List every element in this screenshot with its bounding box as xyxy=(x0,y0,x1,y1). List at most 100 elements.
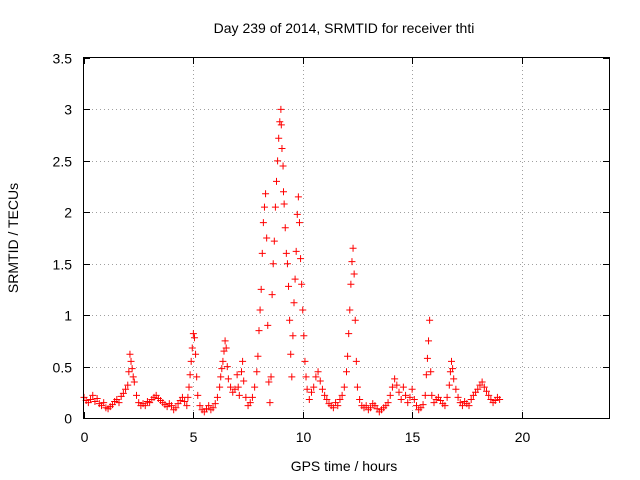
data-point xyxy=(348,258,356,266)
data-point xyxy=(286,316,294,324)
data-point xyxy=(217,373,225,381)
data-point xyxy=(267,373,275,381)
data-point xyxy=(384,399,392,407)
data-point xyxy=(285,282,293,290)
data-point xyxy=(340,383,348,391)
data-point xyxy=(283,260,291,268)
data-point xyxy=(264,321,272,329)
data-point xyxy=(287,350,295,358)
data-point xyxy=(421,391,429,399)
data-point xyxy=(194,391,202,399)
data-point xyxy=(314,368,322,376)
data-point xyxy=(388,383,396,391)
data-point xyxy=(485,391,493,399)
data-point xyxy=(100,399,108,407)
data-point xyxy=(186,371,194,379)
data-point xyxy=(274,157,282,165)
data-point xyxy=(391,375,399,383)
data-point xyxy=(221,337,229,345)
data-point xyxy=(408,385,416,393)
data-point xyxy=(316,377,324,385)
x-tick-label: 0 xyxy=(81,429,89,445)
data-point xyxy=(350,270,358,278)
data-point xyxy=(257,285,265,293)
data-point xyxy=(308,388,315,396)
data-point xyxy=(346,306,354,314)
data-point xyxy=(452,385,460,393)
y-tick-label: 2 xyxy=(64,205,72,221)
data-point xyxy=(115,399,123,407)
data-point xyxy=(338,391,346,399)
data-point xyxy=(192,350,200,358)
data-point xyxy=(351,316,359,324)
data-point xyxy=(345,330,353,338)
data-point xyxy=(256,306,264,314)
data-point xyxy=(449,365,457,373)
data-point xyxy=(128,365,136,373)
data-point xyxy=(127,357,135,365)
data-point xyxy=(190,334,198,342)
data-point xyxy=(130,378,138,386)
x-tick-label: 5 xyxy=(190,429,198,445)
data-point xyxy=(441,402,449,410)
data-point xyxy=(260,203,268,211)
data-point xyxy=(254,352,262,360)
points-layer xyxy=(80,105,504,416)
data-point xyxy=(467,395,475,403)
data-point xyxy=(427,368,435,376)
data-point xyxy=(290,299,298,307)
data-point xyxy=(188,344,196,352)
y-tick-label: 1.5 xyxy=(53,257,73,273)
data-point xyxy=(270,237,278,245)
data-point xyxy=(301,357,309,365)
data-point xyxy=(253,368,261,376)
data-point xyxy=(496,395,504,403)
data-point xyxy=(262,190,270,198)
data-point xyxy=(280,188,287,196)
data-point xyxy=(299,306,307,314)
data-point xyxy=(300,332,308,340)
data-point xyxy=(349,244,357,252)
data-point xyxy=(259,219,267,227)
data-point xyxy=(422,371,430,379)
data-point xyxy=(310,383,318,391)
data-point xyxy=(293,210,301,218)
data-point xyxy=(129,373,137,381)
data-point xyxy=(227,383,235,391)
data-point xyxy=(458,402,466,410)
data-point xyxy=(443,393,451,401)
data-point xyxy=(305,395,313,403)
data-point xyxy=(343,368,350,376)
data-point xyxy=(425,337,433,345)
data-point xyxy=(426,316,434,324)
data-point xyxy=(233,371,241,379)
y-axis-title: SRMTID / TECUs xyxy=(5,183,21,293)
data-point xyxy=(238,368,245,376)
data-point xyxy=(329,404,337,412)
data-point xyxy=(483,387,490,395)
data-point xyxy=(277,105,285,113)
data-point xyxy=(125,368,133,376)
x-tick-label: 20 xyxy=(515,429,531,445)
data-point xyxy=(122,385,130,393)
data-point xyxy=(87,395,95,403)
axis-layer: 0 5 10 15 20 0 0.5 1 1.5 2 2.5 3 3.5 xyxy=(53,51,609,445)
data-point xyxy=(187,357,195,365)
data-point xyxy=(224,375,232,383)
data-point xyxy=(397,395,405,403)
data-point xyxy=(465,402,473,410)
data-point xyxy=(347,280,355,288)
data-point xyxy=(297,255,305,263)
data-point xyxy=(239,357,247,365)
data-point xyxy=(323,395,331,403)
data-point xyxy=(235,391,243,399)
data-point xyxy=(448,357,455,365)
data-point xyxy=(279,162,287,170)
data-point xyxy=(271,203,279,211)
data-point xyxy=(189,330,197,338)
data-point xyxy=(312,373,320,381)
data-point xyxy=(141,402,149,410)
data-point xyxy=(356,395,364,403)
data-point xyxy=(344,352,352,360)
data-point xyxy=(275,134,283,142)
